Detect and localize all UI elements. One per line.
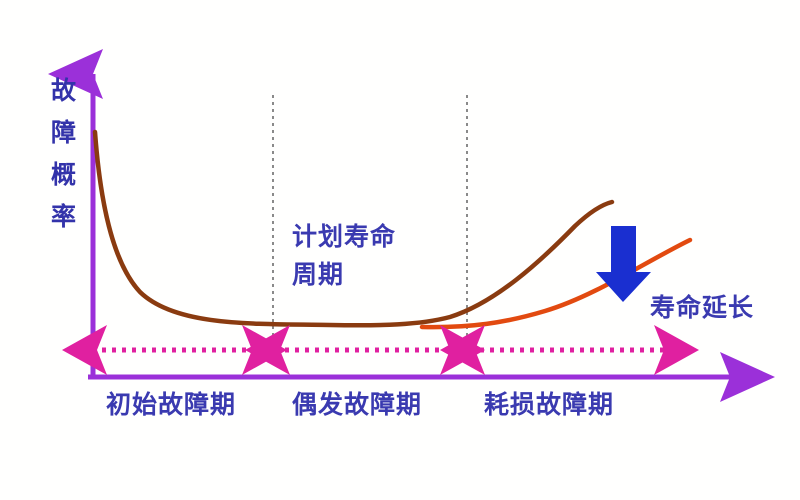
phase-label-initial-failure: 初始故障期 [106,390,237,419]
phase-label-wearout-failure: 耗损故障期 [484,390,615,419]
phase-label-random-failure: 偶发故障期 [292,390,423,419]
y-axis-label: 故 障 概 率 [50,76,77,231]
life-extension-label: 寿命延长 [650,293,755,322]
axes-group [48,49,775,402]
planned-life-cycle-label: 计划寿命 周期 [292,222,397,289]
life-extension-arrow-icon [596,226,651,302]
